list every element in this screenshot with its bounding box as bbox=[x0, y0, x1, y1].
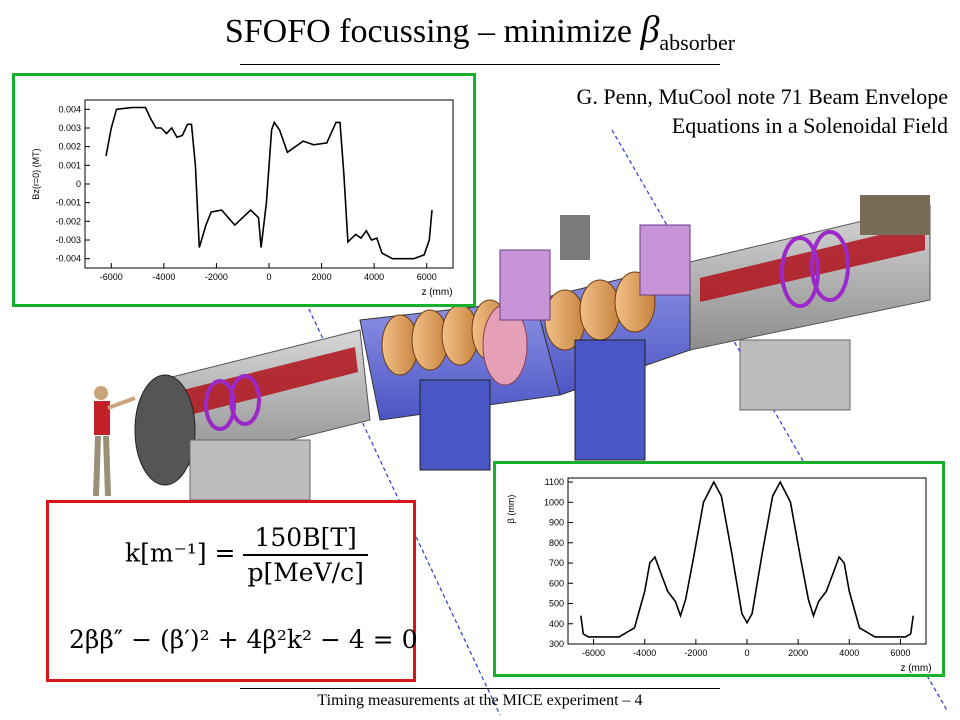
beta-x-tick-label: 0 bbox=[744, 648, 749, 658]
beta-x-tick-label: 4000 bbox=[839, 648, 859, 658]
beta-x-tick-label: -2000 bbox=[684, 648, 707, 658]
absorber-focus-coil-module bbox=[359, 215, 590, 471]
citation-text: G. Penn, MuCool note 71 Beam Envelope Eq… bbox=[488, 82, 948, 140]
beta-y-tick-label: 600 bbox=[549, 578, 564, 588]
bz-field-chart-panel: 0.004 0.003 0.002 0.001 0 -0.001 -0.002 -0.003 -… bbox=[12, 73, 476, 307]
bz-x-tick-label: 6000 bbox=[417, 272, 437, 282]
person-figure bbox=[93, 386, 136, 497]
slide-title: SFOFO focussing – minimize βabsorber bbox=[224, 9, 736, 55]
beta-y-tick-label: 800 bbox=[549, 538, 564, 548]
wavenumber-equation: k[m⁻¹] = 150B[T] p[MeV/c] bbox=[125, 523, 368, 587]
beta-x-tick-label: 2000 bbox=[788, 648, 808, 658]
bz-x-tick-label: 4000 bbox=[364, 272, 384, 282]
citation-line-1: G. Penn, MuCool note 71 Beam Envelope bbox=[576, 84, 948, 109]
bz-y-tick-label: 0.001 bbox=[58, 160, 81, 170]
bz-y-tick-label: -0.001 bbox=[55, 198, 81, 208]
bz-x-tick-label: -4000 bbox=[152, 272, 175, 282]
beta-x-tick-label: -6000 bbox=[582, 648, 605, 658]
beta-x-axis-label: z (mm) bbox=[900, 663, 931, 674]
beta-function-chart: 1100 1000 900 800 700 600 500 400 300 -6000 -4000… bbox=[506, 477, 932, 674]
bz-y-axis-label: Bz(r=0) (MT) bbox=[31, 148, 41, 199]
bz-y-tick-label: -0.003 bbox=[55, 235, 81, 245]
bz-x-axis-label: z (mm) bbox=[421, 287, 452, 298]
beta-x-tick-label: -4000 bbox=[633, 648, 656, 658]
beta-function-series-line bbox=[580, 480, 914, 638]
slide-footer: Timing measurements at the MICE experime… bbox=[317, 692, 643, 709]
wavenumber-numerator: 150B[T] bbox=[254, 523, 357, 552]
bz-x-tick-label: 0 bbox=[266, 272, 271, 282]
beta-x-tick-label: 6000 bbox=[890, 648, 910, 658]
bz-y-tick-label: -0.004 bbox=[55, 254, 81, 264]
beta-function-chart-panel: 1100 1000 900 800 700 600 500 400 300 -6000 -4000… bbox=[493, 461, 945, 677]
title-underline bbox=[240, 64, 720, 65]
bz-field-chart: 0.004 0.003 0.002 0.001 0 -0.001 -0.002 -0.003 -… bbox=[31, 99, 454, 298]
beta-y-tick-label: 1100 bbox=[545, 477, 564, 487]
beta-y-tick-label: 500 bbox=[549, 599, 564, 609]
rf-cavity-module-right bbox=[534, 224, 691, 461]
beta-y-tick-label: 1000 bbox=[544, 497, 564, 507]
spectrometer-solenoid-right bbox=[689, 195, 931, 411]
spectrometer-solenoid-left bbox=[134, 329, 371, 501]
footer-rule bbox=[240, 688, 720, 689]
bz-x-tick-label: -6000 bbox=[100, 272, 123, 282]
bz-x-tick-label: -2000 bbox=[205, 272, 228, 282]
bz-y-tick-label: 0.002 bbox=[58, 142, 81, 152]
bz-x-tick-label: 2000 bbox=[312, 272, 332, 282]
bz-plot-frame bbox=[84, 99, 454, 269]
wavenumber-lhs: k[m⁻¹] = bbox=[125, 538, 236, 568]
bz-y-tick-label: -0.002 bbox=[55, 216, 81, 226]
beta-y-tick-label: 900 bbox=[549, 518, 564, 528]
beta-y-tick-label: 700 bbox=[549, 558, 564, 568]
wavenumber-denominator: p[MeV/c] bbox=[243, 554, 368, 587]
bz-y-tick-label: 0.004 bbox=[58, 104, 81, 114]
envelope-equation: 2ββ″ − (β′)² + 4β²k² − 4 = 0 bbox=[69, 625, 418, 654]
bz-field-series-line bbox=[105, 106, 433, 260]
bz-y-tick-label: 0 bbox=[76, 179, 81, 189]
beta-y-tick-label: 400 bbox=[549, 619, 564, 629]
beta-plot-frame bbox=[567, 477, 927, 645]
bz-y-tick-label: 0.003 bbox=[58, 123, 81, 133]
citation-line-2: Equations in a Solenoidal Field bbox=[671, 113, 948, 138]
equation-panel: k[m⁻¹] = 150B[T] p[MeV/c] 2ββ″ − (β′)² +… bbox=[46, 500, 418, 682]
beta-y-axis-label: β (mm) bbox=[506, 495, 516, 524]
wavenumber-fraction: 150B[T] p[MeV/c] bbox=[243, 523, 368, 587]
beta-y-tick-label: 300 bbox=[549, 639, 564, 649]
